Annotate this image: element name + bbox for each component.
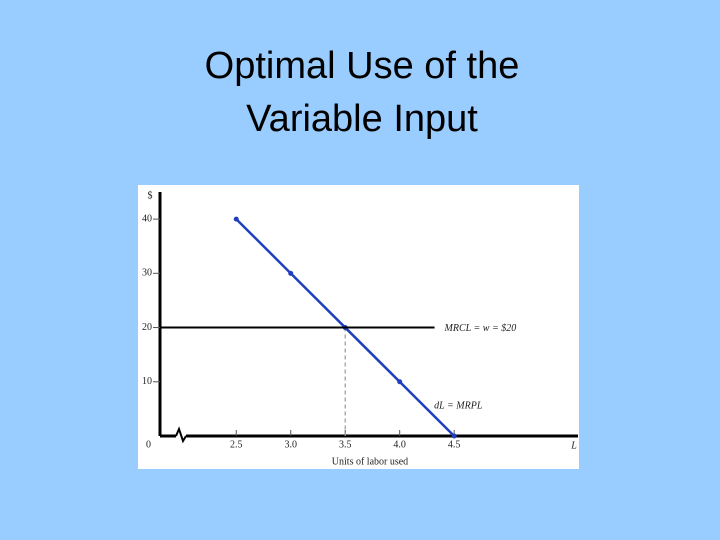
y-axis-symbol: $ <box>148 190 153 201</box>
x-axis-label: Units of labor used <box>332 456 408 467</box>
x-tick-label: 4.5 <box>448 439 461 450</box>
series-label: MRCL = w = $20 <box>444 323 517 334</box>
y-tick-label: 0 <box>146 439 151 450</box>
data-point <box>451 433 457 439</box>
y-tick-label: 10 <box>142 376 152 387</box>
plot: $ L Units of labor used 0 10 20 30 40 2.5 3.0 3.5 4… <box>142 190 578 467</box>
x-tick-label: 3.5 <box>339 439 352 450</box>
x-tick-label: 2.5 <box>230 439 243 450</box>
slide-title-line: Variable Input <box>246 98 478 140</box>
data-point <box>397 379 403 385</box>
data-point <box>233 216 239 222</box>
y-tick-label: 40 <box>142 213 152 224</box>
slide-title-line: Optimal Use of the <box>205 45 520 87</box>
x-axis-symbol: L <box>570 440 577 451</box>
y-tick-label: 20 <box>142 322 152 333</box>
x-tick-label: 3.0 <box>284 439 297 450</box>
x-tick-label: 4.0 <box>393 439 406 450</box>
axis-break <box>175 426 187 444</box>
series-label: dL = MRPL <box>434 400 483 411</box>
y-tick-label: 30 <box>142 268 152 279</box>
data-point <box>288 270 294 276</box>
